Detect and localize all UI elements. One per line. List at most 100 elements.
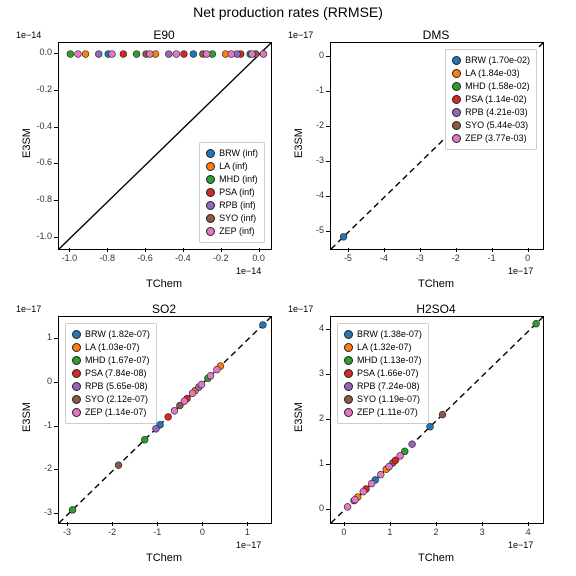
legend-label: SYO (1.19e-07) — [357, 393, 420, 406]
legend-label: MHD (1.67e-07) — [85, 354, 150, 367]
x-tick — [183, 248, 184, 252]
y-label: E3SM — [293, 402, 305, 432]
legend-label: PSA (1.14e-02) — [465, 93, 527, 106]
x-tick-label: -0.6 — [131, 253, 159, 263]
x-offset: 1e−14 — [236, 266, 261, 276]
point-psa — [165, 414, 172, 421]
legend-label: LA (1.03e-07) — [85, 341, 140, 354]
legend-item: RPB (inf) — [206, 199, 258, 212]
point-zep — [249, 51, 256, 58]
point-zep — [213, 366, 220, 373]
x-tick-label: 0.0 — [245, 253, 273, 263]
y-tick-label: 1 — [294, 458, 324, 468]
panel-title: DMS — [330, 28, 542, 42]
x-tick — [436, 522, 437, 526]
point-zep — [360, 488, 367, 495]
legend-marker-icon — [344, 369, 353, 378]
point-zep — [352, 496, 359, 503]
legend-marker-icon — [72, 395, 81, 404]
point-zep — [260, 51, 267, 58]
legend-label: RPB (7.24e-08) — [357, 380, 420, 393]
y-tick-label: -1.0 — [22, 231, 52, 241]
plot-area: BRW (1.38e-07)LA (1.32e-07)MHD (1.13e-07… — [330, 316, 544, 524]
panel-h2so4: BRW (1.38e-07)LA (1.32e-07)MHD (1.13e-07… — [330, 316, 542, 522]
legend-item: LA (1.03e-07) — [72, 341, 150, 354]
legend: BRW (1.70e-02)LA (1.84e-03)MHD (1.58e-02… — [445, 49, 537, 150]
y-tick-label: -0.6 — [22, 157, 52, 167]
x-tick-label: -5 — [334, 253, 362, 263]
point-syo — [439, 411, 446, 418]
legend-label: MHD (1.13e-07) — [357, 354, 422, 367]
x-label: TChem — [330, 552, 542, 564]
panel-title: E90 — [58, 28, 270, 42]
x-tick-label: -2 — [98, 527, 126, 537]
legend-item: LA (inf) — [206, 160, 258, 173]
x-tick — [528, 248, 529, 252]
y-tick-label: -3 — [22, 507, 52, 517]
panel-title: H2SO4 — [330, 302, 542, 316]
legend-label: LA (1.84e-03) — [465, 67, 520, 80]
x-tick — [221, 248, 222, 252]
legend-label: MHD (1.58e-02) — [465, 80, 530, 93]
x-tick-label: -1 — [143, 527, 171, 537]
legend-marker-icon — [344, 395, 353, 404]
legend-marker-icon — [206, 175, 215, 184]
x-tick-label: -0.2 — [207, 253, 235, 263]
legend-marker-icon — [452, 121, 461, 130]
legend-item: ZEP (1.11e-07) — [344, 406, 422, 419]
x-tick — [420, 248, 421, 252]
legend-label: MHD (inf) — [219, 173, 258, 186]
x-tick-label: -3 — [53, 527, 81, 537]
legend-label: PSA (1.66e-07) — [357, 367, 419, 380]
legend-item: PSA (inf) — [206, 186, 258, 199]
point-zep — [386, 463, 393, 470]
legend-label: ZEP (1.14e-07) — [85, 406, 146, 419]
legend-item: SYO (2.12e-07) — [72, 393, 150, 406]
y-label: E3SM — [21, 128, 33, 158]
legend-marker-icon — [72, 330, 81, 339]
point-rpb — [165, 51, 172, 58]
y-tick-label: 3 — [294, 368, 324, 378]
point-brw — [190, 51, 197, 58]
x-tick — [528, 522, 529, 526]
x-label: TChem — [58, 552, 270, 564]
x-tick-label: 1 — [233, 527, 261, 537]
legend-marker-icon — [452, 108, 461, 117]
point-rpb — [153, 425, 160, 432]
y-tick-label: -0.8 — [22, 194, 52, 204]
legend-item: BRW (1.38e-07) — [344, 328, 422, 341]
y-tick — [326, 374, 330, 375]
legend-label: LA (inf) — [219, 160, 248, 173]
legend-item: PSA (1.14e-02) — [452, 93, 530, 106]
y-tick — [54, 338, 58, 339]
y-label: E3SM — [293, 128, 305, 158]
y-tick — [326, 56, 330, 57]
legend-label: SYO (2.12e-07) — [85, 393, 148, 406]
legend-label: LA (1.32e-07) — [357, 341, 412, 354]
point-brw — [259, 321, 266, 328]
plot-area: BRW (inf)LA (inf)MHD (inf)PSA (inf)RPB (… — [58, 42, 272, 250]
legend-item: ZEP (3.77e-03) — [452, 132, 530, 145]
legend-item: MHD (1.58e-02) — [452, 80, 530, 93]
legend-item: PSA (7.84e-08) — [72, 367, 150, 380]
y-tick-label: -5 — [294, 225, 324, 235]
x-tick — [390, 522, 391, 526]
legend-item: MHD (inf) — [206, 173, 258, 186]
x-offset: 1e−17 — [236, 540, 261, 550]
point-psa — [181, 51, 188, 58]
legend-marker-icon — [206, 227, 215, 236]
y-label: E3SM — [21, 402, 33, 432]
y-tick — [54, 53, 58, 54]
legend-item: LA (1.32e-07) — [344, 341, 422, 354]
point-psa — [120, 51, 127, 58]
x-tick-label: -1.0 — [55, 253, 83, 263]
x-offset: 1e−17 — [508, 266, 533, 276]
plot-area: BRW (1.82e-07)LA (1.03e-07)MHD (1.67e-07… — [58, 316, 272, 524]
legend-item: BRW (1.70e-02) — [452, 54, 530, 67]
x-tick-label: -4 — [370, 253, 398, 263]
legend-label: SYO (inf) — [219, 212, 256, 225]
panel-title: SO2 — [58, 302, 270, 316]
legend-label: PSA (7.84e-08) — [85, 367, 147, 380]
x-tick-label: -2 — [442, 253, 470, 263]
x-tick — [202, 522, 203, 526]
